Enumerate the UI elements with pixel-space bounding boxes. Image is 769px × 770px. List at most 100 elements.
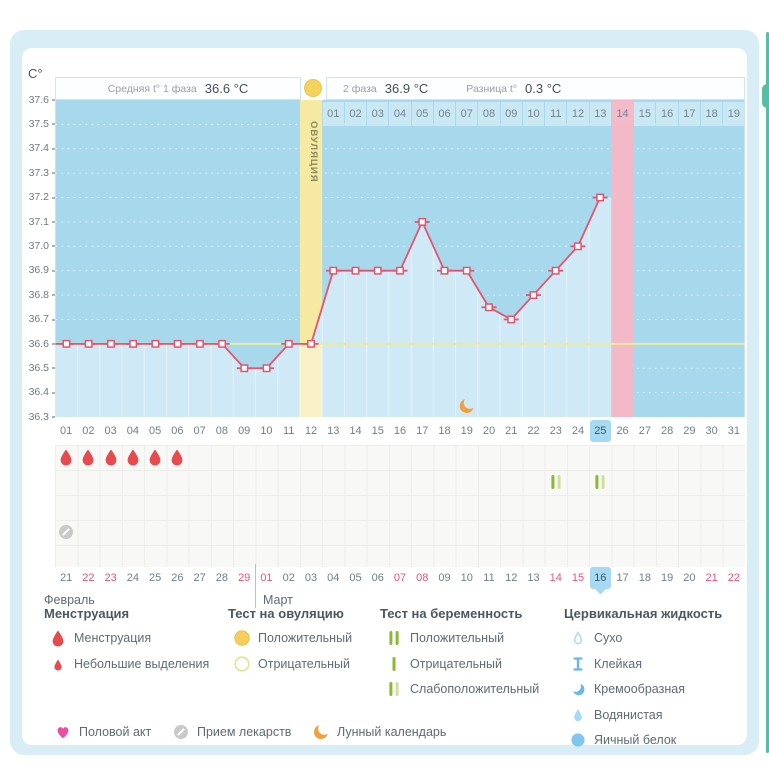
cycle-day-14[interactable]: 14 — [349, 425, 362, 437]
date-cell-12[interactable]: 12 — [505, 572, 518, 584]
cycle-day-28[interactable]: 28 — [660, 425, 674, 437]
y-axis-label: 36.9 — [28, 264, 49, 277]
legend-item-circle-outline: Отрицательный — [234, 654, 350, 674]
pregnancy-test-weak-positive-icon — [548, 473, 564, 491]
menstruation-icon — [58, 448, 74, 466]
phase2-day-cell: 06 — [433, 102, 456, 126]
date-cell-27[interactable]: 27 — [193, 572, 206, 584]
date-cell-28[interactable]: 28 — [215, 572, 229, 584]
legend-item-bars-weak: Слабоположительный — [386, 679, 539, 699]
temperature-fill — [55, 197, 612, 417]
date-cell-06[interactable]: 06 — [371, 572, 384, 584]
cycle-day-01[interactable]: 01 — [60, 425, 73, 437]
legend-item-label: Водянистая — [594, 707, 663, 722]
date-cell-29[interactable]: 29 — [238, 572, 251, 584]
date-cell-16[interactable]: 16 — [589, 567, 611, 589]
y-axis-tick — [51, 245, 55, 248]
cycle-day-05[interactable]: 05 — [149, 425, 162, 437]
legend-item-eggwhite: Яичный белок — [570, 730, 676, 750]
date-cell-14[interactable]: 14 — [549, 572, 562, 584]
legend-section-title: Тест на овуляцию — [228, 606, 344, 621]
cycle-day-08[interactable]: 08 — [215, 425, 229, 437]
cycle-day-03[interactable]: 03 — [104, 425, 117, 437]
cycle-day-16[interactable]: 16 — [393, 425, 407, 437]
cycle-day-27[interactable]: 27 — [638, 425, 651, 437]
date-cell-17[interactable]: 17 — [616, 572, 629, 584]
drop-small-icon — [50, 655, 66, 673]
legend-item-label: Сухо — [594, 631, 623, 645]
legend-item-label: Отрицательный — [258, 656, 351, 671]
cycle-day-20[interactable]: 20 — [482, 425, 496, 437]
cycle-day-25[interactable]: 25 — [589, 420, 611, 442]
cycle-day-22[interactable]: 22 — [527, 425, 540, 437]
phase2-day-cell: 17 — [678, 102, 700, 126]
y-axis-tick — [51, 391, 55, 394]
legend-section-title: Менструация — [44, 606, 130, 621]
date-cell-21[interactable]: 21 — [705, 572, 718, 584]
cycle-day-12[interactable]: 12 — [304, 425, 318, 437]
date-cell-26[interactable]: 26 — [171, 572, 184, 584]
side-widget-tab[interactable] — [762, 84, 769, 108]
date-cell-04[interactable]: 04 — [327, 572, 340, 584]
y-axis-label: 36.3 — [28, 410, 49, 423]
date-cell-20[interactable]: 20 — [683, 572, 696, 584]
date-cell-19[interactable]: 19 — [660, 572, 674, 584]
moon-icon — [313, 723, 329, 741]
ovulation-band-label: ОВУЛЯЦИЯ — [308, 120, 319, 183]
month-label-march: Март — [263, 593, 293, 607]
cycle-day-06[interactable]: 06 — [171, 425, 184, 437]
cycle-day-19[interactable]: 19 — [460, 425, 473, 437]
date-cell-09[interactable]: 09 — [438, 572, 451, 584]
cycle-day-26[interactable]: 26 — [616, 425, 629, 437]
date-cell-01[interactable]: 01 — [260, 572, 273, 584]
menstruation-icon — [147, 448, 163, 466]
cycle-day-30[interactable]: 30 — [705, 425, 718, 437]
date-cell-25[interactable]: 25 — [149, 572, 162, 584]
phase2-day-cell: 07 — [456, 102, 478, 126]
cycle-day-13[interactable]: 13 — [327, 425, 340, 437]
month-divider — [255, 564, 257, 608]
date-cell-08[interactable]: 08 — [416, 572, 429, 584]
cycle-day-29[interactable]: 29 — [683, 425, 696, 437]
date-cell-23[interactable]: 23 — [104, 572, 117, 584]
date-cell-05[interactable]: 05 — [349, 572, 362, 584]
y-axis-label: 36.7 — [28, 313, 49, 326]
date-cell-22[interactable]: 22 — [727, 572, 740, 584]
date-cell-18[interactable]: 18 — [638, 572, 651, 584]
legend-item-label: Менструация — [74, 631, 152, 645]
cycle-day-23[interactable]: 23 — [549, 425, 562, 437]
phase2-header: 2 фаза 36.9 °C Разница t° 0.3 °C — [326, 77, 745, 100]
legend-footer-pill: Прием лекарств — [173, 722, 291, 742]
cycle-day-21[interactable]: 21 — [505, 425, 518, 437]
menstruation-icon — [103, 448, 119, 466]
cycle-day-17[interactable]: 17 — [416, 425, 429, 437]
cycle-day-31[interactable]: 31 — [727, 425, 740, 437]
cycle-day-09[interactable]: 09 — [238, 425, 251, 437]
cycle-day-02[interactable]: 02 — [82, 425, 95, 437]
cycle-day-18[interactable]: 18 — [438, 425, 451, 437]
date-cell-03[interactable]: 03 — [304, 572, 318, 584]
y-axis-tick — [51, 343, 55, 346]
cycle-day-24[interactable]: 24 — [571, 425, 585, 437]
temperature-chart[interactable] — [55, 100, 745, 417]
date-cell-21[interactable]: 21 — [60, 572, 73, 584]
date-cell-02[interactable]: 02 — [282, 572, 295, 584]
date-cell-10[interactable]: 10 — [460, 572, 473, 584]
date-cell-22[interactable]: 22 — [82, 572, 95, 584]
lunar-calendar-icon — [459, 396, 477, 414]
cycle-day-11[interactable]: 11 — [282, 425, 295, 437]
cycle-day-04[interactable]: 04 — [126, 425, 140, 437]
heart-icon — [55, 723, 71, 741]
date-cell-24[interactable]: 24 — [126, 572, 140, 584]
date-cell-13[interactable]: 13 — [527, 572, 540, 584]
legend-item-drop-big: Менструация — [50, 628, 151, 648]
pregnancy-test-weak-positive-icon — [592, 473, 608, 491]
date-cell-15[interactable]: 15 — [571, 572, 585, 584]
cycle-day-15[interactable]: 15 — [371, 425, 384, 437]
legend-item-label: Клейкая — [594, 656, 642, 671]
cycle-day-10[interactable]: 10 — [260, 425, 273, 437]
cycle-day-07[interactable]: 07 — [193, 425, 206, 437]
legend-section-title: Тест на беременность — [380, 606, 523, 621]
date-cell-11[interactable]: 11 — [483, 572, 495, 584]
date-cell-07[interactable]: 07 — [393, 572, 407, 584]
